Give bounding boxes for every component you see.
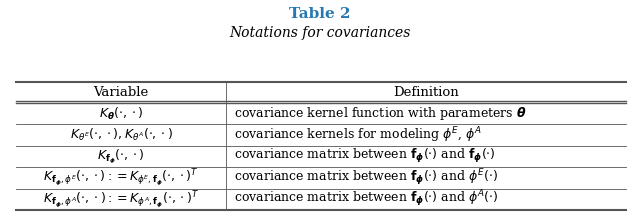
Text: Definition: Definition: [394, 86, 459, 99]
Text: covariance kernel function with parameters $\boldsymbol{\theta}$: covariance kernel function with paramete…: [234, 105, 527, 122]
Text: Notations for covariances: Notations for covariances: [229, 26, 411, 40]
Text: $K_{\mathbf{f}_{\boldsymbol{\phi}},\phi^E}(\cdot,\cdot) := K_{\phi^E,\mathbf{f}_: $K_{\mathbf{f}_{\boldsymbol{\phi}},\phi^…: [44, 167, 199, 188]
Text: $K_{\mathbf{f}_{\boldsymbol{\phi}}}(\cdot,\cdot)$: $K_{\mathbf{f}_{\boldsymbol{\phi}}}(\cdo…: [97, 147, 145, 166]
Text: covariance matrix between $\mathbf{f}_{\boldsymbol{\phi}}(\cdot)$ and $\phi^E(\c: covariance matrix between $\mathbf{f}_{\…: [234, 167, 498, 188]
Text: $K_{\mathbf{f}_{\boldsymbol{\phi}},\phi^A}(\cdot,\cdot) := K_{\phi^A,\mathbf{f}_: $K_{\mathbf{f}_{\boldsymbol{\phi}},\phi^…: [43, 189, 200, 210]
Text: $K_{\theta^E}(\cdot,\cdot), K_{\theta^A}(\cdot,\cdot)$: $K_{\theta^E}(\cdot,\cdot), K_{\theta^A}…: [70, 127, 173, 143]
Text: covariance matrix between $\mathbf{f}_{\boldsymbol{\phi}}(\cdot)$ and $\phi^A(\c: covariance matrix between $\mathbf{f}_{\…: [234, 189, 499, 209]
Text: Table 2: Table 2: [289, 7, 351, 21]
Text: covariance matrix between $\mathbf{f}_{\boldsymbol{\phi}}(\cdot)$ and $\mathbf{f: covariance matrix between $\mathbf{f}_{\…: [234, 147, 496, 165]
Text: $K_{\boldsymbol{\theta}}(\cdot,\cdot)$: $K_{\boldsymbol{\theta}}(\cdot,\cdot)$: [99, 106, 143, 122]
Text: Variable: Variable: [93, 86, 149, 99]
Text: covariance kernels for modeling $\phi^E$, $\phi^A$: covariance kernels for modeling $\phi^E$…: [234, 125, 483, 145]
